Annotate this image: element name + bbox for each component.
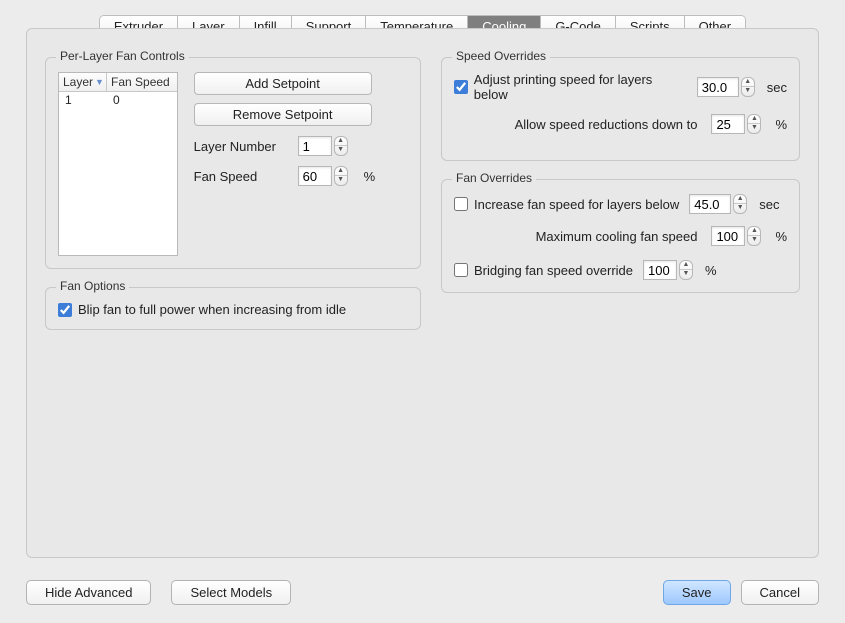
max-fan-label: Maximum cooling fan speed: [490, 229, 703, 244]
reduction-label: Allow speed reductions down to: [490, 117, 703, 132]
fan-speed-label: Fan Speed: [194, 169, 288, 184]
bridging-fan-stepper[interactable]: ▲▼: [679, 260, 693, 280]
adjust-speed-checkbox[interactable]: [454, 80, 468, 94]
col-header-fan-speed[interactable]: Fan Speed: [107, 73, 177, 91]
group-title: Fan Overrides: [452, 171, 536, 185]
increase-fan-input[interactable]: [689, 194, 731, 214]
sort-indicator-icon: ▼: [95, 77, 104, 87]
bottom-bar: Hide Advanced Select Models Save Cancel: [26, 580, 819, 605]
reduction-input[interactable]: [711, 114, 745, 134]
adjust-speed-stepper[interactable]: ▲▼: [741, 77, 755, 97]
group-fan-options: Fan Options Blip fan to full power when …: [45, 287, 421, 330]
bridging-fan-label: Bridging fan speed override: [474, 263, 633, 278]
group-per-layer-fan-controls: Per-Layer Fan Controls Layer ▼ Fan Speed: [45, 57, 421, 269]
group-fan-overrides: Fan Overrides Increase fan speed for lay…: [441, 179, 800, 293]
save-button[interactable]: Save: [663, 580, 731, 605]
col-header-layer[interactable]: Layer ▼: [59, 73, 107, 91]
bridging-fan-checkbox[interactable]: [454, 263, 468, 277]
fan-speed-input[interactable]: [298, 166, 332, 186]
max-fan-input[interactable]: [711, 226, 745, 246]
blip-fan-label: Blip fan to full power when increasing f…: [78, 302, 346, 317]
add-setpoint-button[interactable]: Add Setpoint: [194, 72, 372, 95]
layer-number-input[interactable]: [298, 136, 332, 156]
remove-setpoint-button[interactable]: Remove Setpoint: [194, 103, 372, 126]
table-header-row: Layer ▼ Fan Speed: [59, 73, 177, 92]
settings-window: ExtruderLayerInfillSupportTemperatureCoo…: [0, 0, 845, 623]
cell-layer: 1: [59, 93, 107, 107]
cancel-button[interactable]: Cancel: [741, 580, 819, 605]
table-row[interactable]: 10: [59, 92, 177, 108]
increase-fan-label: Increase fan speed for layers below: [474, 197, 679, 212]
max-fan-unit: %: [775, 229, 787, 244]
adjust-speed-input[interactable]: [697, 77, 739, 97]
adjust-speed-label: Adjust printing speed for layers below: [474, 72, 687, 102]
increase-fan-unit: sec: [759, 197, 779, 212]
increase-fan-checkbox[interactable]: [454, 197, 468, 211]
max-fan-stepper[interactable]: ▲▼: [747, 226, 761, 246]
bridging-fan-unit: %: [705, 263, 717, 278]
bridging-fan-input[interactable]: [643, 260, 677, 280]
cell-fan-speed: 0: [107, 93, 177, 107]
layer-number-label: Layer Number: [194, 139, 288, 154]
adjust-speed-unit: sec: [767, 80, 787, 95]
hide-advanced-button[interactable]: Hide Advanced: [26, 580, 151, 605]
reduction-unit: %: [775, 117, 787, 132]
layer-number-stepper[interactable]: ▲▼: [334, 136, 348, 156]
blip-fan-checkbox[interactable]: [58, 303, 72, 317]
cooling-panel: Per-Layer Fan Controls Layer ▼ Fan Speed: [26, 28, 819, 558]
setpoint-table[interactable]: Layer ▼ Fan Speed 10: [58, 72, 178, 256]
group-title: Per-Layer Fan Controls: [56, 49, 189, 63]
group-title: Speed Overrides: [452, 49, 550, 63]
group-title: Fan Options: [56, 279, 129, 293]
increase-fan-stepper[interactable]: ▲▼: [733, 194, 747, 214]
fan-speed-unit: %: [364, 169, 376, 184]
select-models-button[interactable]: Select Models: [171, 580, 291, 605]
fan-speed-stepper[interactable]: ▲▼: [334, 166, 348, 186]
reduction-stepper[interactable]: ▲▼: [747, 114, 761, 134]
group-speed-overrides: Speed Overrides Adjust printing speed fo…: [441, 57, 800, 161]
